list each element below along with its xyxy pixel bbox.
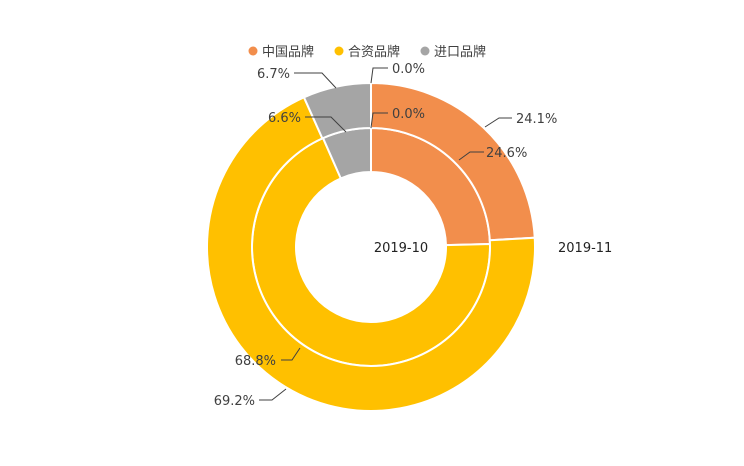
leader-line (370, 67, 388, 84)
donut-slice (206, 95, 536, 412)
data-labels: 24.6% 68.8% 6.6% 0.0% 24.1% 69.2% 6.7% 0.0% (214, 62, 558, 409)
data-label: 24.1% (516, 112, 557, 127)
legend-swatch (420, 46, 430, 56)
leader-line (281, 347, 301, 361)
leader-line (259, 388, 287, 401)
chart-legend: 中国品牌 合资品牌 进口品牌 (248, 44, 486, 60)
ring-label-inner: 2019-10 (374, 241, 428, 256)
data-label: 0.0% (392, 62, 425, 77)
leader-line (370, 112, 388, 129)
leader-lines (259, 67, 512, 401)
leader-line (305, 116, 347, 133)
donut-slice (302, 81, 372, 140)
leader-line (458, 151, 484, 161)
legend-entry: 进口品牌 (434, 44, 486, 60)
leader-line (484, 117, 512, 128)
legend-entry: 合资品牌 (348, 44, 400, 60)
data-label: 69.2% (214, 394, 255, 409)
ring-label-outer: 2019-11 (558, 241, 612, 256)
data-label: 68.8% (235, 354, 276, 369)
data-label: 6.7% (257, 67, 290, 82)
legend-swatch (248, 46, 258, 56)
data-label: 0.0% (392, 107, 425, 122)
leader-line (294, 72, 337, 89)
data-label: 6.6% (268, 111, 301, 126)
chart-rings (206, 81, 536, 412)
data-label: 24.6% (486, 146, 527, 161)
legend-entry: 中国品牌 (262, 44, 314, 60)
legend-swatch (334, 46, 344, 56)
